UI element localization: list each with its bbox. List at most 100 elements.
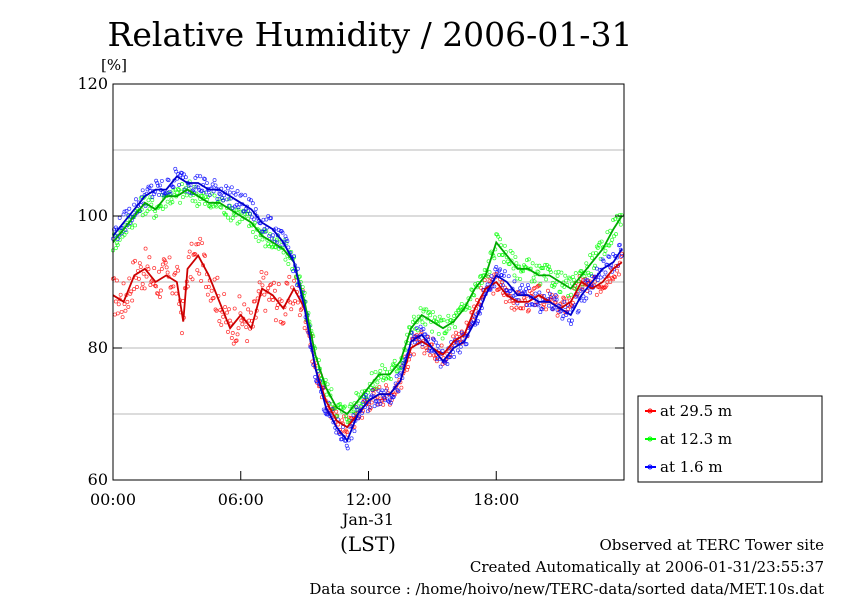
series-2-sample [226, 203, 231, 208]
series-2-sample [267, 233, 272, 238]
series-0-sample [263, 308, 268, 313]
series-2-sample [433, 340, 438, 345]
series-0-sample [297, 313, 302, 318]
legend-marker [647, 464, 653, 470]
series-2-sample [432, 337, 436, 342]
series-2-sample [501, 283, 505, 288]
series-2-sample [167, 189, 172, 194]
series-0-sample [482, 278, 487, 283]
series-1-sample [609, 241, 614, 246]
series-2-sample [492, 284, 497, 289]
series-0-sample [242, 302, 247, 307]
series-1-sample [472, 293, 477, 298]
series-0-sample [212, 277, 217, 282]
series-2-sample [520, 282, 525, 287]
series-2-sample [414, 326, 419, 330]
series-2-sample [156, 183, 160, 188]
series-0-sample [136, 276, 141, 281]
series-1-sample [541, 266, 546, 271]
series-2-sample [394, 374, 399, 379]
series-1-sample [259, 233, 264, 238]
series-0-sample [112, 276, 116, 281]
series-1-sample [547, 267, 552, 272]
series-2-sample [421, 327, 426, 332]
series-1-sample [430, 329, 435, 334]
series-0-sample [392, 392, 397, 397]
series-2-sample [440, 348, 445, 353]
series-1-sample [184, 193, 189, 198]
series-1-sample [329, 387, 334, 392]
series-0-sample [252, 299, 257, 304]
series-1-sample [467, 306, 472, 311]
series-1-sample [543, 262, 548, 267]
series-1-sample [569, 292, 573, 297]
series-2-sample [569, 321, 573, 326]
series-1-sample [234, 208, 239, 213]
series-1-sample [559, 270, 564, 275]
series-2-sample [582, 298, 587, 303]
series-0-sample [287, 274, 292, 279]
series-2-sample [500, 273, 504, 277]
series-0-sample [147, 255, 152, 260]
series-2-sample [159, 178, 164, 183]
series-2-sample [253, 207, 258, 212]
series-1-sample [348, 402, 353, 407]
series-2-sample [233, 192, 238, 197]
series-2-sample [198, 174, 203, 179]
series-2-sample [581, 294, 586, 299]
series-2-sample [588, 290, 593, 295]
series-2-sample [360, 410, 365, 415]
series-0-sample [425, 348, 430, 353]
series-0-sample [285, 281, 290, 286]
y-axis-label: [%] [101, 56, 127, 74]
series-0-sample [264, 271, 269, 276]
series-1-sample [195, 204, 200, 208]
series-2-sample [386, 399, 391, 404]
series-2-sample [220, 196, 225, 201]
series-0-sample [197, 271, 202, 276]
series-0-sample [549, 292, 554, 297]
series-0-sample [191, 252, 196, 257]
series-2-sample [512, 279, 517, 284]
series-0-sample [217, 319, 222, 324]
series-1-sample [202, 190, 206, 195]
series-1-sample [447, 326, 452, 331]
series-0-sample [464, 320, 469, 325]
chart-title: Relative Humidity / 2006-01-31 [108, 15, 633, 54]
series-1-sample [230, 216, 235, 221]
series-1-sample [546, 266, 550, 271]
series-0-sample [125, 299, 130, 304]
series-2-sample [215, 197, 220, 201]
series-2-sample [270, 236, 274, 241]
series-0-sample [284, 280, 289, 285]
series-1-sample [373, 369, 378, 374]
series-2-sample [540, 307, 545, 312]
series-2-sample [603, 270, 608, 275]
series-line-1 [112, 188, 623, 416]
series-0-sample [424, 346, 429, 350]
series-0-sample [226, 307, 231, 312]
series-2-sample [551, 305, 556, 310]
legend-marker [647, 436, 653, 442]
series-1-sample [513, 255, 518, 260]
series-0-sample [175, 264, 180, 269]
series-1-sample [469, 287, 474, 292]
series-2-sample [134, 197, 138, 202]
series-0-sample [198, 236, 203, 241]
series-0-sample [275, 303, 280, 307]
series-1-sample [250, 230, 255, 234]
series-2-sample [511, 293, 516, 298]
series-2-sample [345, 446, 350, 451]
series-1-sample [588, 253, 593, 258]
series-2-sample [391, 394, 396, 399]
series-2-sample [562, 299, 567, 304]
series-1-sample [359, 403, 364, 408]
series-2-sample [152, 192, 157, 196]
series-2-sample [263, 229, 268, 234]
series-1-sample [133, 223, 137, 228]
series-2-sample [369, 393, 374, 398]
series-1-sample [505, 259, 510, 264]
series-0-sample [128, 291, 133, 296]
series-0-sample [236, 326, 241, 331]
series-0-sample [194, 242, 199, 247]
